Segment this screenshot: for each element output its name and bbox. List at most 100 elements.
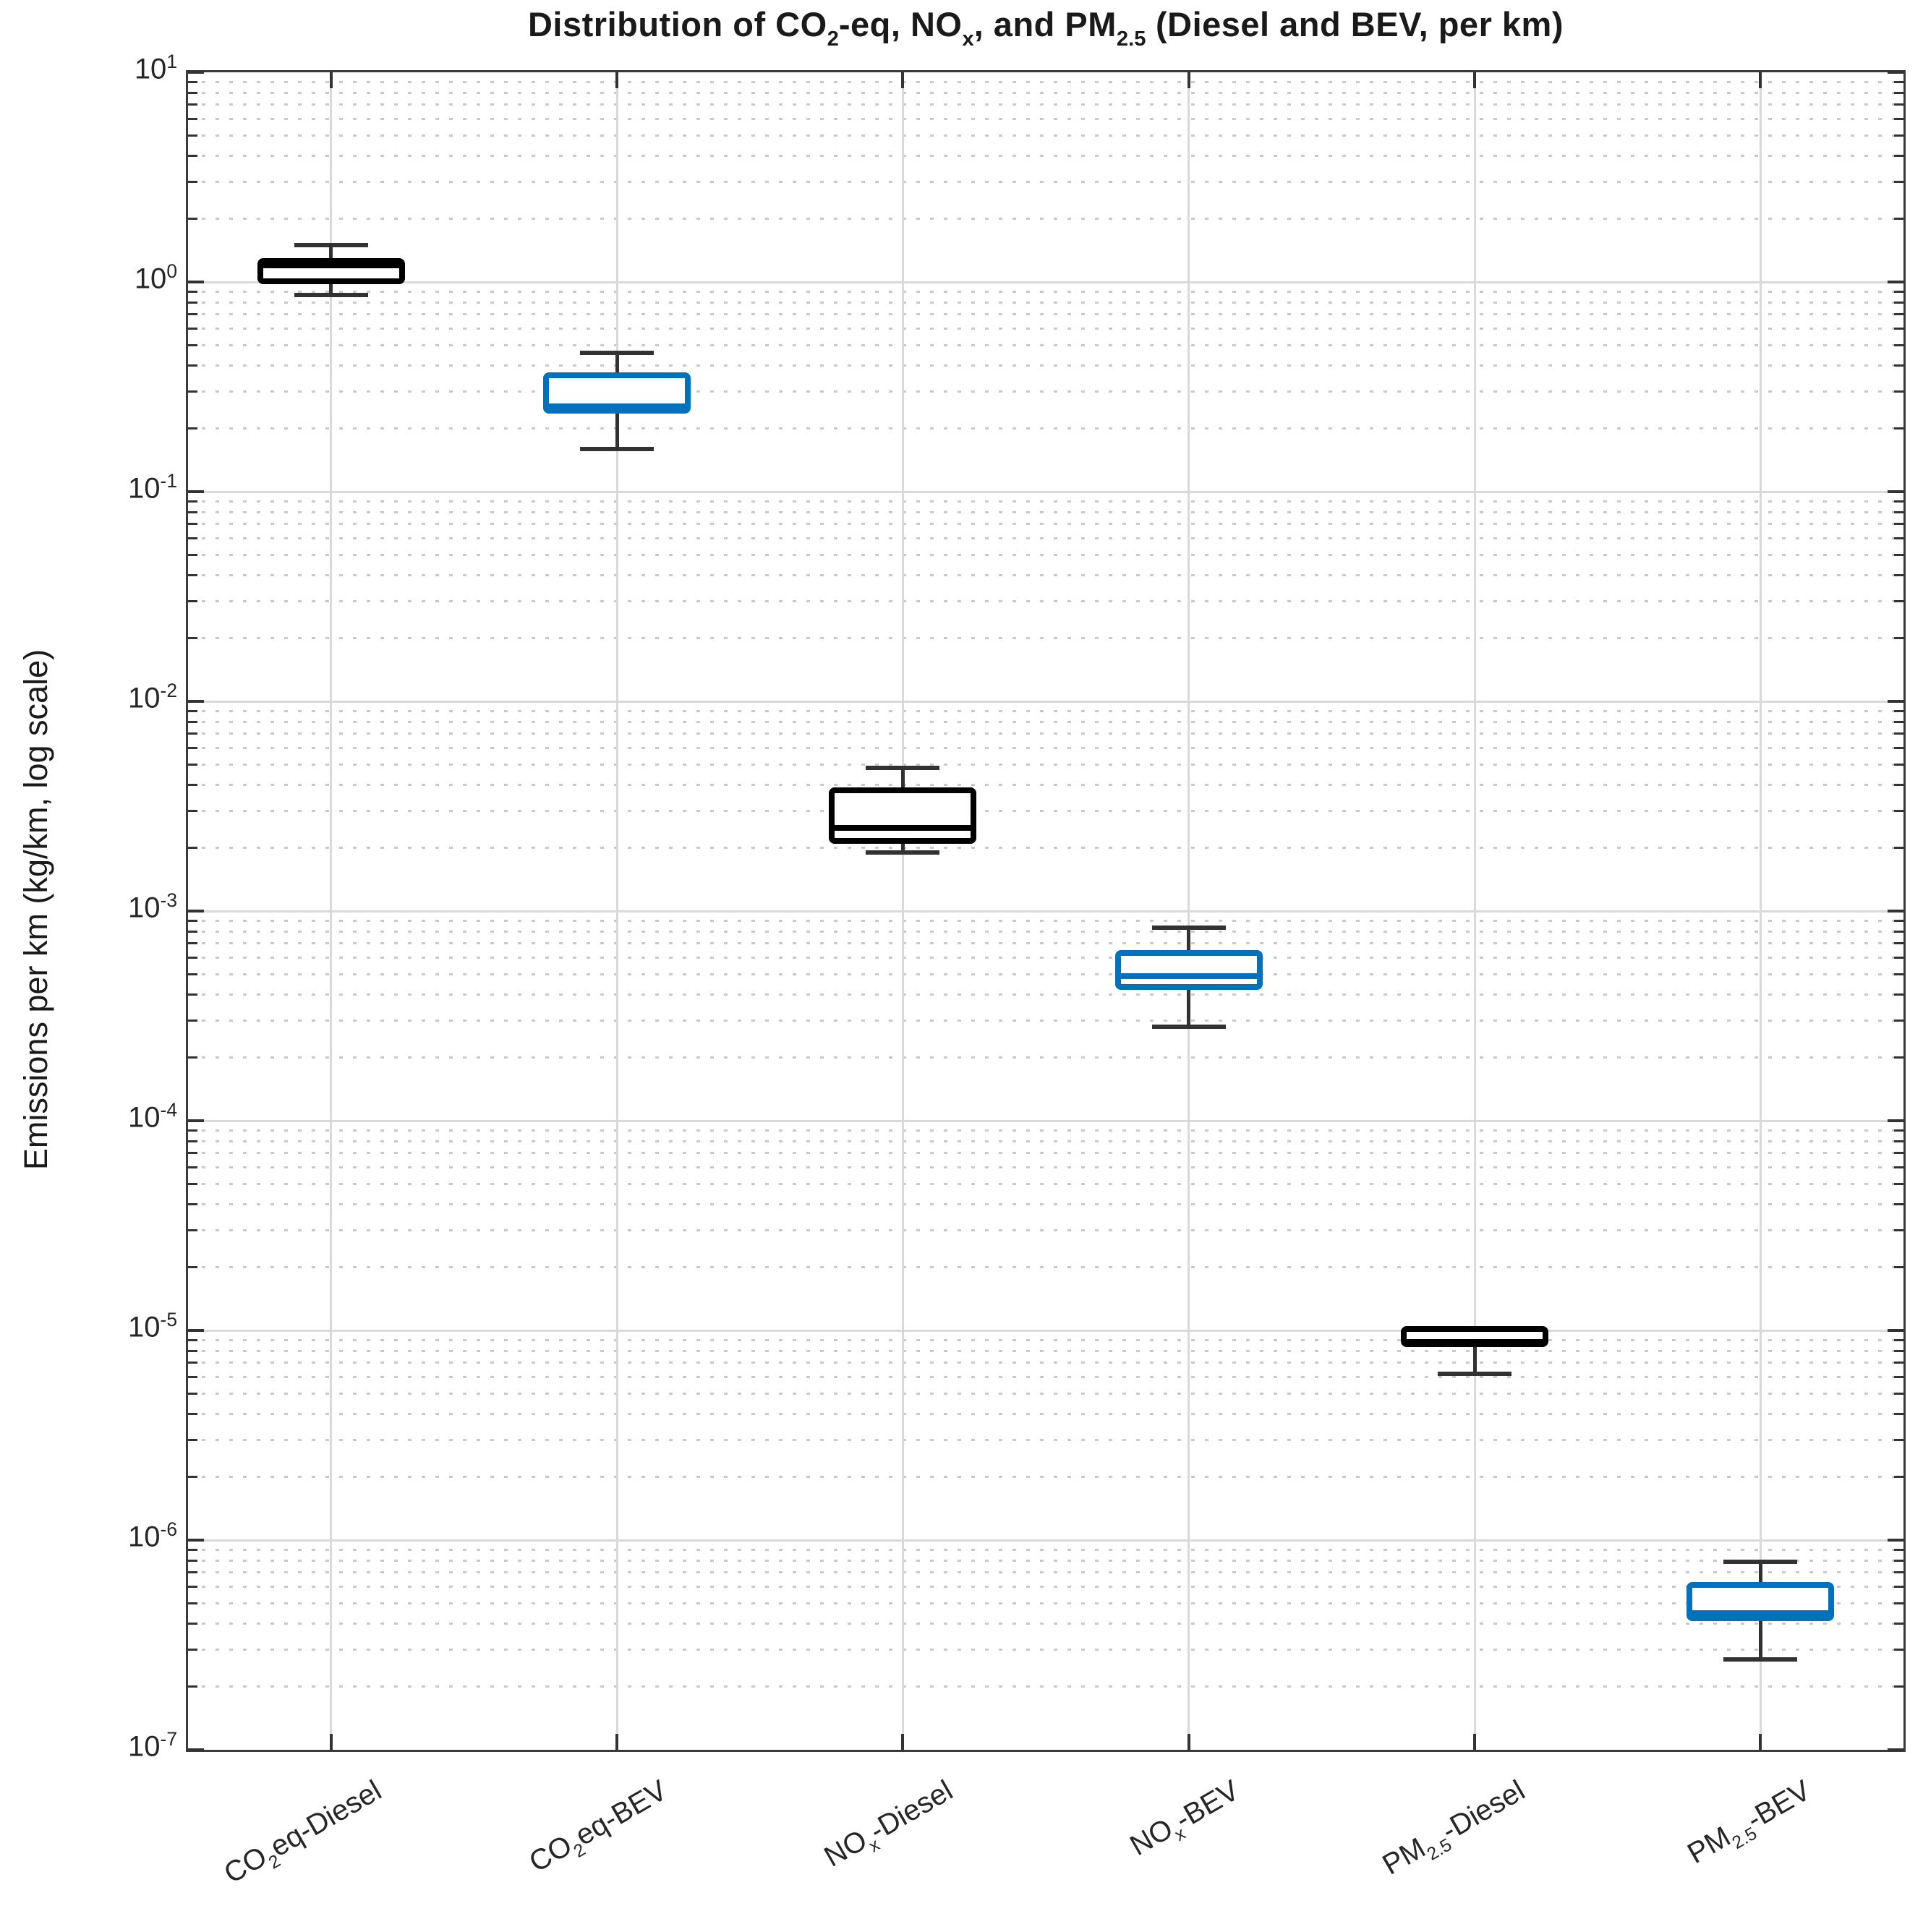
y-minor-tick (1894, 1182, 1903, 1185)
y-major-tick (188, 1539, 204, 1542)
x-tick-label-text: CO2eq-Diesel (218, 1774, 387, 1890)
y-minor-tick (1894, 1349, 1903, 1352)
y-minor-tick (188, 1685, 197, 1688)
minor-gridline (188, 942, 1903, 945)
lower-whisker-line (900, 843, 905, 853)
y-minor-tick (1894, 1559, 1903, 1562)
y-minor-tick (1894, 1585, 1903, 1588)
y-minor-tick (1894, 1166, 1903, 1168)
y-minor-tick (188, 1622, 197, 1625)
minor-gridline (188, 1229, 1903, 1232)
upper-whisker-line (900, 768, 905, 787)
y-tick-label: 10-1 (128, 470, 177, 505)
y-minor-tick (188, 1166, 197, 1168)
y-major-tick (1888, 700, 1903, 703)
major-gridline (188, 281, 1903, 283)
minor-gridline (188, 1362, 1903, 1364)
lower-whisker-line (1187, 990, 1191, 1027)
vertical-gridline (901, 72, 904, 1750)
upper-whisker-cap (294, 242, 368, 247)
y-major-tick (1888, 1329, 1903, 1332)
y-minor-tick (1894, 956, 1903, 959)
y-minor-tick (1894, 390, 1903, 393)
x-tick (329, 1734, 333, 1750)
y-minor-tick (188, 1129, 197, 1132)
y-minor-tick (1894, 500, 1903, 503)
box-NOx-Diesel (829, 787, 977, 844)
y-minor-tick (188, 573, 197, 576)
y-minor-tick (1894, 1152, 1903, 1155)
y-minor-tick (188, 1476, 197, 1479)
y-minor-tick (1894, 1129, 1903, 1132)
lower-whisker-line (1758, 1621, 1762, 1659)
y-minor-tick (188, 637, 197, 640)
minor-gridline (188, 80, 1903, 83)
y-minor-tick (188, 181, 197, 184)
minor-gridline (188, 1202, 1903, 1205)
y-minor-tick (1894, 942, 1903, 945)
x-tick (615, 72, 618, 88)
minor-gridline (188, 732, 1903, 735)
minor-gridline (188, 343, 1903, 346)
vertical-gridline (330, 72, 333, 1750)
y-major-tick (188, 71, 204, 74)
y-minor-tick (1894, 537, 1903, 539)
median-line-CO2eq-Diesel (261, 262, 401, 269)
y-minor-tick (188, 1338, 197, 1341)
y-minor-tick (188, 537, 197, 539)
y-minor-tick (1894, 290, 1903, 293)
lower-whisker-cap (580, 446, 654, 451)
y-minor-tick (1894, 746, 1903, 749)
y-major-tick (1888, 281, 1903, 283)
y-major-tick (188, 1119, 204, 1122)
upper-whisker-cap (1723, 1559, 1798, 1564)
y-minor-tick (188, 1548, 197, 1551)
lower-whisker-cap (1723, 1657, 1798, 1662)
y-minor-tick (1894, 930, 1903, 933)
y-minor-tick (1894, 80, 1903, 83)
minor-gridline (188, 973, 1903, 975)
y-major-tick (1888, 1748, 1903, 1751)
median-line-PM2.5-Diesel (1405, 1339, 1544, 1346)
minor-gridline (188, 500, 1903, 503)
lower-whisker-cap (1151, 1025, 1226, 1030)
minor-gridline (188, 390, 1903, 393)
minor-gridline (188, 364, 1903, 367)
minor-gridline (188, 1602, 1903, 1604)
plot-area: 101 100 10-1 10-2 10-3 10-4 10-5 10-6 10-7 CO2eq-… (128, 51, 1906, 1889)
y-minor-tick (188, 301, 197, 304)
minor-gridline (188, 1338, 1903, 1341)
y-minor-tick (188, 1349, 197, 1352)
median-line-NOx-BEV (1119, 973, 1258, 979)
y-minor-tick (1894, 1439, 1903, 1442)
minor-gridline (188, 1571, 1903, 1574)
minor-gridline (188, 746, 1903, 749)
y-major-tick (188, 700, 204, 703)
minor-gridline (188, 1182, 1903, 1185)
y-minor-tick (1894, 847, 1903, 850)
upper-whisker-cap (580, 350, 654, 355)
y-minor-tick (188, 763, 197, 766)
y-minor-tick (188, 500, 197, 503)
y-minor-tick (1894, 1375, 1903, 1378)
x-tick-label-text: CO2eq-BEV (524, 1774, 673, 1878)
y-minor-tick (1894, 117, 1903, 120)
y-minor-tick (1894, 1266, 1903, 1269)
y-minor-tick (1894, 1571, 1903, 1574)
vertical-gridline (1473, 72, 1476, 1750)
lower-whisker-line (1472, 1347, 1477, 1375)
minor-gridline (188, 1476, 1903, 1479)
y-minor-tick (1894, 1338, 1903, 1341)
minor-gridline (188, 327, 1903, 330)
minor-gridline (188, 1129, 1903, 1132)
minor-gridline (188, 181, 1903, 184)
minor-gridline (188, 510, 1903, 513)
y-minor-tick (188, 1266, 197, 1269)
x-tick (615, 1734, 618, 1750)
y-minor-tick (188, 91, 197, 94)
minor-gridline (188, 523, 1903, 526)
y-minor-tick (188, 218, 197, 221)
y-minor-tick (1894, 993, 1903, 996)
x-tick-label-text: NOx-Diesel (819, 1774, 959, 1873)
